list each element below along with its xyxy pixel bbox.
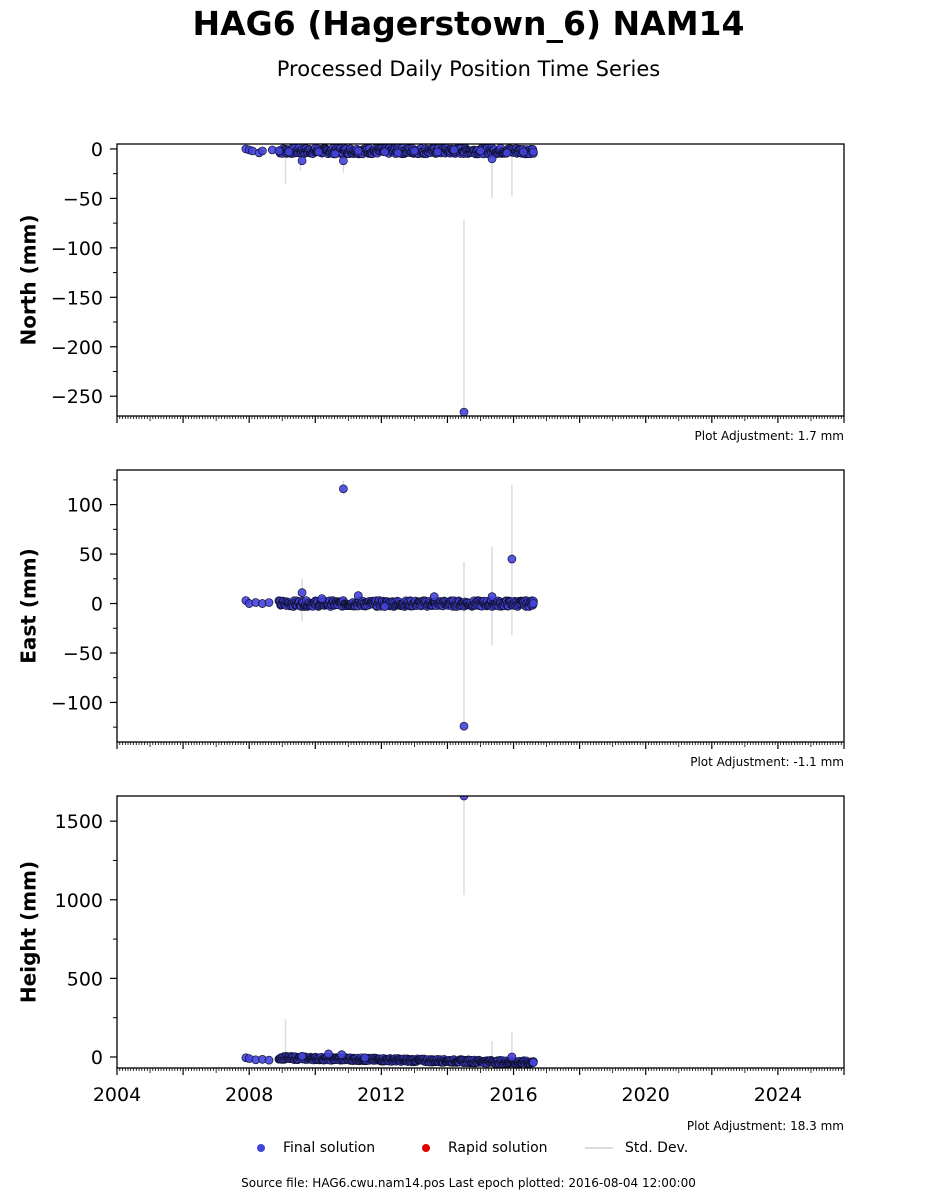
source-footer: Source file: HAG6.cwu.nam14.pos Last epo… <box>241 1176 696 1190</box>
data-point <box>360 1053 370 1063</box>
y-tick-label: 500 <box>67 968 103 990</box>
y-tick-label: −100 <box>51 238 103 260</box>
data-point <box>487 592 497 601</box>
data-point <box>380 147 390 157</box>
legend-final-label: Final solution <box>283 1140 376 1156</box>
y-axis-label: East (mm) <box>17 548 41 664</box>
data-point <box>353 591 363 600</box>
data-point <box>507 1052 517 1062</box>
y-axis-label: Height (mm) <box>17 861 41 1003</box>
rapid-marker-icon <box>422 1144 430 1152</box>
x-tick-label: 2008 <box>225 1084 273 1106</box>
plot-adjustment-label: Plot Adjustment: -1.1 mm <box>690 755 844 769</box>
data-point <box>459 721 469 731</box>
data-point <box>339 156 348 166</box>
data-point <box>330 149 340 159</box>
data-point <box>410 146 419 156</box>
y-tick-label: −50 <box>63 643 103 665</box>
plot-adjustment-label: Plot Adjustment: 1.7 mm <box>695 429 844 443</box>
data-point <box>264 598 274 607</box>
final-marker-icon <box>257 1144 265 1152</box>
data-point <box>284 147 294 157</box>
data-point <box>502 148 512 158</box>
legend-rapid: Rapid solution <box>422 1138 548 1158</box>
data-point <box>429 592 439 601</box>
y-tick-label: 0 <box>91 594 103 616</box>
data-point <box>317 594 327 603</box>
x-tick-label: 2004 <box>93 1084 141 1106</box>
y-tick-label: −250 <box>51 386 103 408</box>
y-tick-label: −150 <box>51 287 103 309</box>
data-point <box>353 146 363 156</box>
y-tick-label: 50 <box>79 544 103 566</box>
data-point <box>529 599 538 608</box>
y-axis-label: North (mm) <box>17 214 41 345</box>
data-point <box>459 796 469 801</box>
plot-frame <box>116 143 845 417</box>
plot-frame <box>116 795 845 1069</box>
data-point <box>274 146 284 156</box>
data-point <box>529 147 538 157</box>
data-point <box>487 154 497 164</box>
chart-title: HAG6 (Hagerstown_6) NAM14 <box>192 4 745 43</box>
y-tick-label: −50 <box>63 188 103 210</box>
data-point <box>297 588 307 597</box>
data-point <box>314 147 323 157</box>
stddev-line-icon <box>585 1147 613 1149</box>
data-point <box>337 1050 347 1059</box>
data-point <box>324 1049 333 1059</box>
y-tick-label: 1000 <box>55 890 103 912</box>
x-tick-label: 2016 <box>489 1084 537 1106</box>
y-tick-label: 0 <box>91 139 103 161</box>
data-point <box>339 484 348 494</box>
x-tick-label: 2020 <box>622 1084 670 1106</box>
legend-final: Final solution <box>257 1138 375 1158</box>
data-point <box>519 147 528 157</box>
data-point <box>297 1051 307 1061</box>
legend-stddev-label: Std. Dev. <box>625 1140 689 1156</box>
data-point <box>380 602 390 611</box>
data-point <box>449 145 459 155</box>
legend: Final solution Rapid solution Std. Dev. <box>0 1138 937 1158</box>
y-tick-label: 100 <box>67 495 103 517</box>
data-point <box>264 1055 274 1065</box>
y-tick-label: 1500 <box>55 811 103 833</box>
x-tick-label: 2012 <box>357 1084 405 1106</box>
y-tick-label: −100 <box>51 692 103 714</box>
legend-rapid-label: Rapid solution <box>448 1140 548 1156</box>
data-point <box>459 407 469 416</box>
data-point <box>433 147 442 157</box>
data-point <box>507 554 517 564</box>
y-tick-label: −200 <box>51 337 103 359</box>
data-point <box>297 156 307 166</box>
data-point <box>476 146 485 156</box>
data-point <box>258 146 267 156</box>
plot-adjustment-label: Plot Adjustment: 18.3 mm <box>687 1119 844 1133</box>
x-tick-label: 2024 <box>754 1084 802 1106</box>
legend-stddev: Std. Dev. <box>585 1138 688 1158</box>
data-point <box>529 1058 538 1067</box>
data-point <box>393 148 403 158</box>
y-tick-label: 0 <box>91 1047 103 1069</box>
chart-subtitle: Processed Daily Position Time Series <box>276 57 661 81</box>
